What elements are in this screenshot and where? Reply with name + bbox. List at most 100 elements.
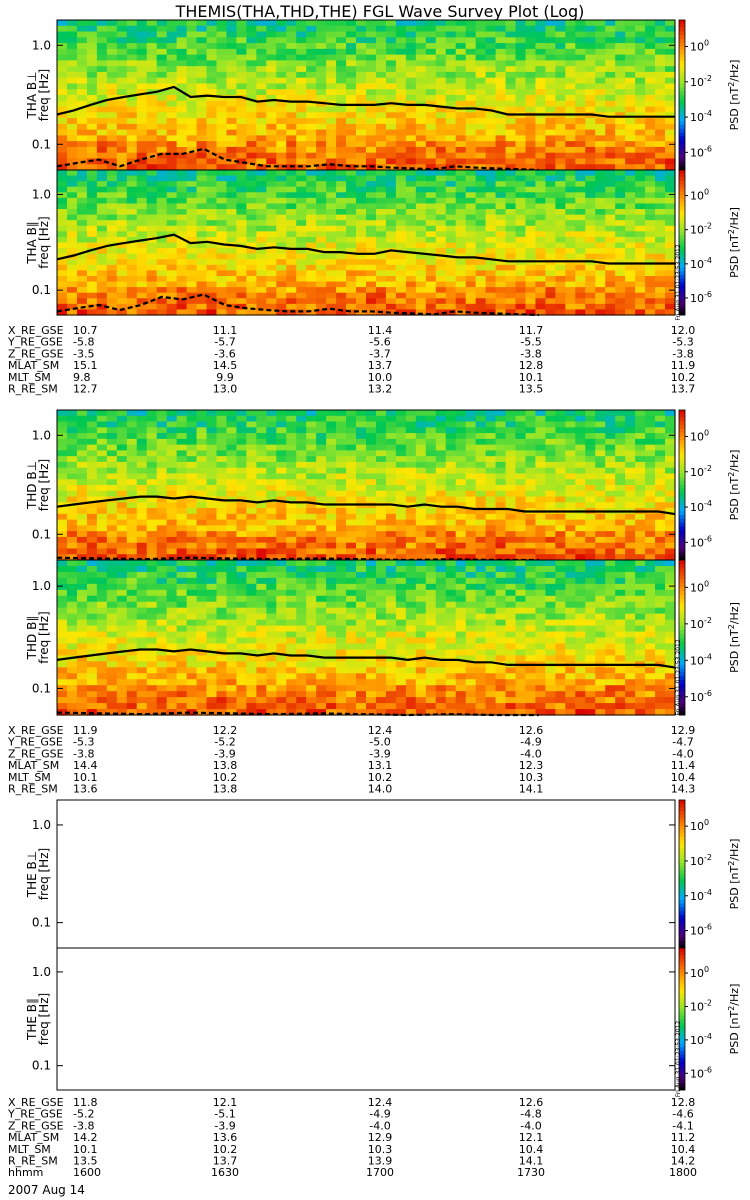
- spectrogram-cell: [136, 292, 148, 299]
- spectrogram-cell: [106, 71, 118, 79]
- spectrogram-cell: [495, 95, 507, 102]
- spectrogram-cell: [326, 410, 337, 417]
- spectrogram-cell: [425, 158, 437, 165]
- spectrogram-cell: [316, 292, 327, 299]
- spectrogram-cell: [57, 225, 68, 232]
- spectrogram-cell: [57, 135, 68, 142]
- spectrogram-cell: [645, 548, 656, 555]
- spectrogram-cell: [57, 303, 68, 311]
- spectrogram-cell: [256, 519, 267, 526]
- spectrogram-cell: [96, 536, 108, 544]
- spectrogram-cell: [156, 427, 168, 434]
- spectrogram-cell: [585, 456, 596, 463]
- spectrogram-cell: [226, 461, 238, 469]
- spectrogram-cell: [565, 242, 576, 249]
- spectrogram-cell: [415, 106, 427, 113]
- spectrogram-cell: [445, 192, 457, 199]
- spectrogram-cell: [395, 410, 407, 417]
- spectrogram-cell: [615, 502, 626, 509]
- spectrogram-cell: [445, 554, 457, 561]
- spectrogram-cell: [465, 415, 477, 423]
- spectrogram-cell: [395, 95, 407, 102]
- spectrogram-cell: [96, 175, 108, 182]
- spectrogram-cell: [226, 31, 238, 38]
- spectrogram-cell: [236, 303, 247, 311]
- colorbar-segment: [679, 289, 685, 294]
- spectrogram-cell: [186, 214, 198, 221]
- spectrogram-cell: [485, 186, 497, 193]
- spectrogram-cell: [336, 508, 347, 515]
- spectrogram-cell: [246, 54, 257, 61]
- spectrogram-cell: [665, 118, 676, 125]
- spectrogram-cell: [605, 141, 616, 148]
- spectrogram-cell: [66, 309, 78, 316]
- spectrogram-cell: [106, 438, 118, 446]
- spectrogram-cell: [236, 502, 247, 509]
- spectrogram-cell: [575, 248, 586, 255]
- spectrogram-cell: [196, 242, 208, 249]
- spectrogram-cell: [66, 158, 78, 165]
- spectrogram-cell: [595, 54, 606, 61]
- spectrogram-cell: [485, 248, 497, 255]
- spectrogram-cell: [445, 236, 457, 244]
- spectrogram-cell: [366, 248, 377, 255]
- spectrogram-cell: [57, 548, 68, 555]
- spectrogram-cell: [236, 100, 247, 108]
- spectrogram-cell: [535, 66, 547, 73]
- spectrogram-cell: [435, 410, 447, 417]
- spectrogram-cell: [206, 112, 218, 119]
- spectrogram-cell: [405, 242, 417, 249]
- spectrogram-cell: [57, 536, 68, 544]
- spectrogram-cell: [186, 25, 198, 33]
- spectrogram-cell: [316, 220, 327, 227]
- spectrogram-cell: [505, 71, 517, 79]
- spectrogram-cell: [425, 461, 437, 469]
- spectrogram-cell: [206, 427, 218, 434]
- spectrogram-cell: [665, 37, 676, 44]
- colorbar-segment: [679, 246, 685, 251]
- spectrogram-cell: [555, 281, 566, 288]
- spectrogram-cell: [445, 542, 457, 550]
- spectrogram-cell: [545, 292, 556, 299]
- spectrogram-cell: [585, 123, 596, 131]
- spectrogram-cell: [57, 37, 68, 44]
- spectrogram-cell: [126, 531, 138, 538]
- spectrogram-cell: [366, 135, 377, 142]
- spectrogram-cell: [346, 225, 357, 232]
- spectrogram-cell: [645, 43, 656, 50]
- spectrogram-cell: [86, 25, 98, 33]
- spectrogram-cell: [166, 225, 178, 232]
- spectrogram-cell: [266, 123, 277, 131]
- spectrogram-cell: [356, 275, 367, 283]
- spectrogram-cell: [565, 415, 576, 423]
- spectrogram-cell: [435, 158, 447, 165]
- spectrogram-cell: [485, 89, 497, 96]
- spectrogram-cell: [146, 225, 158, 232]
- spectrogram-cell: [515, 438, 527, 446]
- spectrogram-cell: [575, 287, 586, 294]
- spectrogram-cell: [266, 20, 277, 27]
- spectrogram-cell: [316, 54, 327, 61]
- spectrogram-cell: [615, 427, 626, 434]
- spectrogram-cell: [495, 129, 507, 136]
- spectrogram-cell: [665, 71, 676, 79]
- spectrogram-cell: [186, 292, 198, 299]
- spectrogram-cell: [455, 554, 467, 561]
- spectrogram-cell: [475, 146, 487, 154]
- spectrogram-cell: [136, 231, 148, 238]
- spectrogram-cell: [316, 519, 327, 526]
- spectrogram-cell: [306, 100, 317, 108]
- spectrogram-cell: [475, 433, 487, 440]
- spectrogram-cell: [156, 542, 168, 550]
- spectrogram-cell: [126, 450, 138, 457]
- spectrogram-cell: [136, 100, 148, 108]
- spectrogram-cell: [346, 461, 357, 469]
- spectrogram-cell: [565, 253, 576, 260]
- spectrogram-cell: [575, 461, 586, 469]
- spectrogram-cell: [625, 146, 636, 154]
- spectrogram-cell: [306, 83, 317, 90]
- spectrogram-cell: [535, 502, 547, 509]
- spectrogram-cell: [206, 203, 218, 210]
- spectrogram-cell: [96, 287, 108, 294]
- spectrogram-cell: [116, 152, 128, 160]
